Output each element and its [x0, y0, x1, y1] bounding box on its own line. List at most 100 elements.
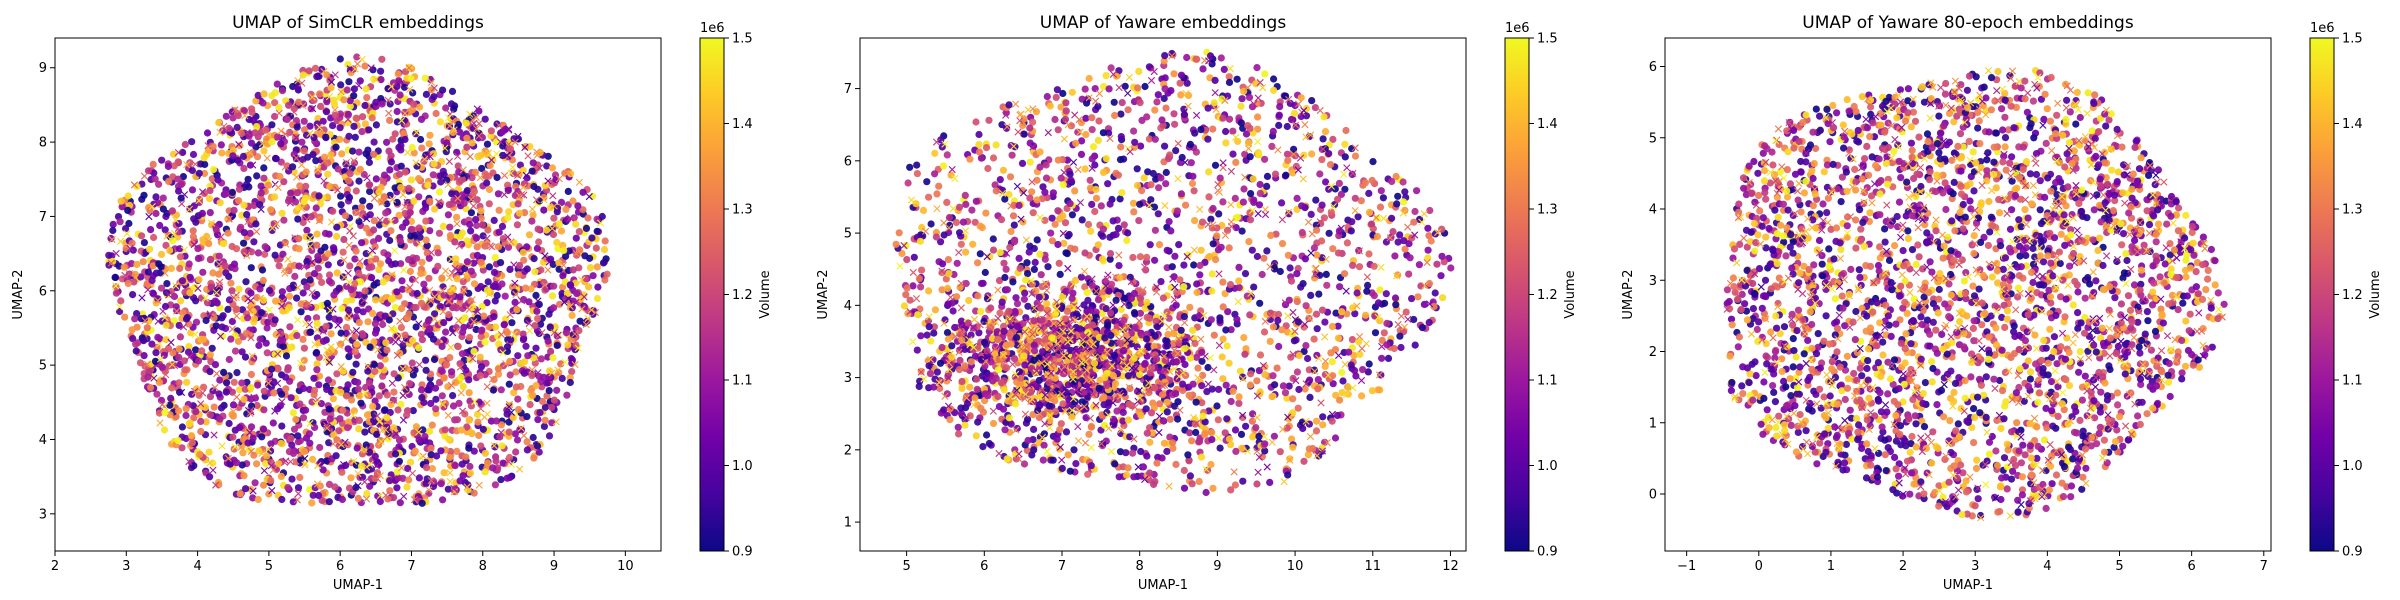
circle-point — [446, 354, 454, 362]
circle-point — [307, 328, 315, 336]
circle-point — [223, 379, 231, 387]
circle-point — [932, 233, 941, 241]
x-tick-label: 10 — [617, 559, 634, 574]
circle-point — [1349, 261, 1357, 269]
circle-point — [366, 202, 374, 210]
circle-point — [181, 140, 189, 149]
circle-point — [484, 226, 492, 234]
circle-point — [536, 409, 544, 417]
circle-point — [492, 323, 500, 331]
circle-point — [279, 342, 287, 350]
circle-point — [333, 269, 341, 277]
cross-point — [399, 191, 407, 199]
circle-point — [1133, 165, 1141, 173]
circle-point — [260, 481, 268, 489]
circle-point — [1253, 377, 1261, 385]
circle-point — [954, 423, 962, 431]
cross-point — [417, 454, 425, 462]
circle-point — [307, 213, 315, 221]
circle-point — [981, 268, 989, 277]
circle-point — [299, 335, 307, 343]
circle-point — [457, 426, 466, 434]
circle-point — [332, 143, 340, 151]
circle-point — [581, 252, 589, 260]
circle-point — [1276, 103, 1284, 111]
circle-point — [192, 408, 200, 416]
circle-point — [239, 449, 247, 457]
circle-point — [371, 320, 379, 328]
circle-point — [989, 154, 998, 162]
circle-point — [1232, 224, 1240, 232]
circle-point — [1271, 381, 1279, 389]
circle-point — [129, 246, 137, 254]
circle-point — [455, 399, 463, 407]
circle-point — [477, 282, 485, 291]
circle-point — [116, 218, 124, 226]
colorbar-tick-label: 0.9 — [732, 545, 753, 560]
circle-point — [159, 194, 167, 202]
circle-point — [358, 128, 366, 136]
circle-point — [244, 314, 252, 322]
circle-point — [1225, 244, 1233, 252]
circle-point — [1009, 212, 1018, 220]
circle-point — [304, 153, 312, 161]
circle-point — [361, 120, 369, 128]
circle-point — [395, 170, 404, 178]
circle-point — [267, 477, 275, 485]
circle-point — [1122, 449, 1130, 457]
cross-point — [398, 464, 406, 472]
circle-point — [272, 297, 280, 305]
cross-point — [331, 71, 339, 79]
x-tick-label: 4 — [193, 559, 201, 574]
circle-point — [494, 190, 502, 198]
circle-point — [1208, 435, 1216, 444]
circle-point — [1165, 218, 1173, 226]
circle-point — [224, 229, 232, 237]
circle-point — [355, 269, 363, 277]
circle-point — [1370, 262, 1378, 270]
circle-point — [445, 435, 453, 443]
circle-point — [430, 160, 438, 168]
circle-point — [325, 405, 333, 413]
circle-point — [166, 246, 174, 254]
circle-point — [1263, 247, 1271, 255]
circle-point — [1397, 343, 1405, 352]
circle-point — [1287, 277, 1296, 285]
circle-point — [197, 417, 205, 425]
circle-point — [523, 265, 531, 273]
circle-point — [368, 114, 376, 122]
circle-point — [485, 185, 493, 194]
circle-point — [1406, 254, 1414, 262]
circle-point — [556, 300, 564, 308]
circle-point — [476, 353, 484, 361]
circle-point — [564, 341, 572, 349]
circle-point — [1061, 219, 1070, 227]
circle-point — [372, 255, 380, 263]
circle-point — [167, 264, 175, 272]
circle-point — [530, 454, 538, 462]
circle-point — [329, 395, 337, 403]
circle-point — [568, 311, 576, 319]
circle-point — [293, 332, 301, 340]
cross-point — [263, 154, 271, 162]
circle-point — [1163, 447, 1171, 455]
circle-point — [202, 418, 210, 426]
circle-point — [417, 115, 426, 123]
circle-point — [271, 193, 279, 201]
circle-point — [451, 379, 459, 387]
circle-point — [435, 378, 444, 387]
circle-point — [386, 408, 394, 417]
circle-point — [467, 227, 475, 235]
circle-point — [432, 395, 440, 403]
cross-point — [218, 442, 226, 450]
circle-point — [224, 305, 232, 313]
circle-point — [386, 100, 394, 108]
circle-point — [393, 484, 401, 492]
circle-point — [188, 352, 196, 360]
circle-point — [485, 323, 493, 331]
circle-point — [383, 423, 391, 431]
circle-point — [1151, 106, 1159, 114]
circle-point — [352, 187, 360, 195]
circle-point — [182, 405, 190, 413]
circle-point — [462, 119, 470, 127]
